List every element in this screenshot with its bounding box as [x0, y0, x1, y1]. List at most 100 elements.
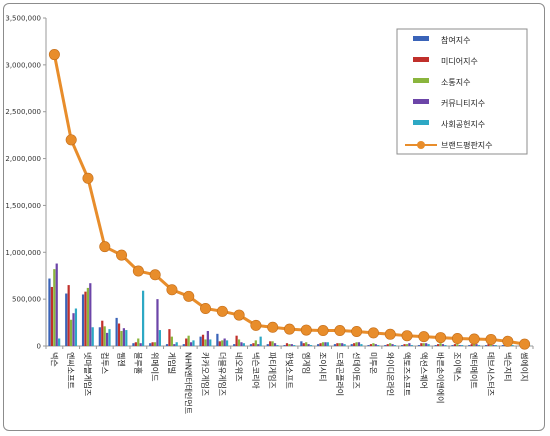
bar — [225, 340, 229, 346]
bar — [185, 338, 188, 346]
bar — [456, 344, 459, 346]
y-tick-label: 2,000,000 — [5, 155, 41, 163]
bar — [293, 345, 296, 346]
bar — [317, 344, 320, 346]
bar — [420, 343, 423, 346]
x-tick-label: 조이맥스 — [452, 352, 462, 381]
bar — [139, 343, 142, 346]
legend-swatch — [413, 99, 429, 104]
legend-label: 참여지수 — [441, 35, 470, 45]
legend-swatch — [413, 36, 429, 41]
bar — [437, 344, 440, 346]
line-point — [99, 241, 111, 253]
line-point — [183, 290, 195, 302]
bar — [271, 341, 274, 346]
bar — [158, 330, 161, 346]
bar — [175, 342, 178, 346]
bar — [461, 345, 464, 346]
line-point — [418, 331, 430, 343]
x-tick-label: 넷마블게임즈 — [83, 352, 93, 396]
bar — [192, 340, 195, 346]
bar — [81, 294, 85, 346]
y-tick-label: 3,500,000 — [5, 15, 41, 23]
x-tick-label: 한빛소프트 — [285, 352, 295, 389]
line-point — [283, 323, 295, 335]
bar — [105, 332, 109, 346]
x-tick-label: 게임빌 — [167, 352, 177, 374]
x-tick-label: 썸에이지 — [520, 352, 530, 381]
x-tick-label: 선데이토즈 — [352, 352, 362, 389]
bar — [333, 344, 337, 346]
bar — [484, 345, 488, 346]
bar — [427, 344, 430, 346]
x-tick-label: 데브시스터즈 — [486, 352, 495, 396]
line-point — [485, 333, 497, 345]
bar — [405, 344, 409, 346]
bar — [86, 287, 89, 346]
bar — [53, 269, 56, 346]
line-point — [267, 321, 279, 333]
line-point — [367, 327, 379, 339]
bar — [170, 336, 173, 346]
bar — [221, 340, 224, 346]
bar — [492, 345, 495, 346]
x-tick-label: NHN엔터테인먼트 — [184, 352, 194, 414]
bar — [487, 344, 490, 346]
bar — [84, 291, 87, 346]
bar — [134, 342, 137, 346]
bar — [341, 343, 344, 346]
bar — [360, 344, 363, 346]
bar — [242, 343, 245, 346]
legend-box — [396, 28, 528, 155]
x-tick-label: 미투온 — [368, 352, 377, 374]
bar — [391, 344, 394, 346]
bar — [473, 344, 476, 346]
bar — [290, 344, 293, 346]
bar — [425, 343, 428, 346]
line-point — [351, 325, 363, 337]
bar — [187, 335, 190, 346]
line-point — [468, 333, 480, 345]
bar — [357, 342, 361, 346]
bar — [266, 344, 269, 346]
legend-label: 미디어지수 — [441, 56, 478, 66]
bar — [108, 329, 111, 346]
line-point — [502, 335, 514, 347]
bar — [353, 343, 356, 346]
bar — [389, 343, 392, 346]
x-tick-label: 카카오게임즈 — [201, 352, 211, 396]
bar — [477, 345, 481, 346]
line-point — [82, 172, 94, 184]
legend-swatch — [413, 57, 429, 62]
bar — [343, 344, 346, 346]
bar — [235, 335, 238, 346]
y-tick-label: 0 — [37, 343, 41, 351]
bar — [458, 345, 461, 346]
bar — [103, 326, 106, 346]
bar — [321, 342, 325, 346]
line-point — [233, 309, 245, 321]
bar — [91, 327, 94, 346]
bar — [401, 345, 404, 346]
bar — [223, 338, 226, 346]
bar — [422, 343, 425, 346]
bar — [218, 341, 221, 346]
bar — [417, 345, 421, 346]
bar — [141, 290, 145, 346]
bar — [309, 345, 313, 346]
bar — [384, 345, 387, 346]
bar — [48, 278, 51, 346]
bar — [249, 344, 253, 346]
bar — [489, 344, 493, 346]
bar — [252, 343, 255, 346]
x-tick-label: 드래곤플라이 — [335, 352, 345, 396]
legend-marker — [417, 141, 425, 149]
bar — [240, 342, 243, 346]
line-point — [149, 269, 161, 281]
line-point — [116, 249, 128, 261]
x-tick-label: 컴투스 — [100, 352, 109, 374]
x-tick-label: 액토즈소프트 — [402, 352, 412, 396]
bar — [182, 344, 185, 346]
bar — [50, 286, 53, 346]
line-point — [384, 328, 396, 340]
